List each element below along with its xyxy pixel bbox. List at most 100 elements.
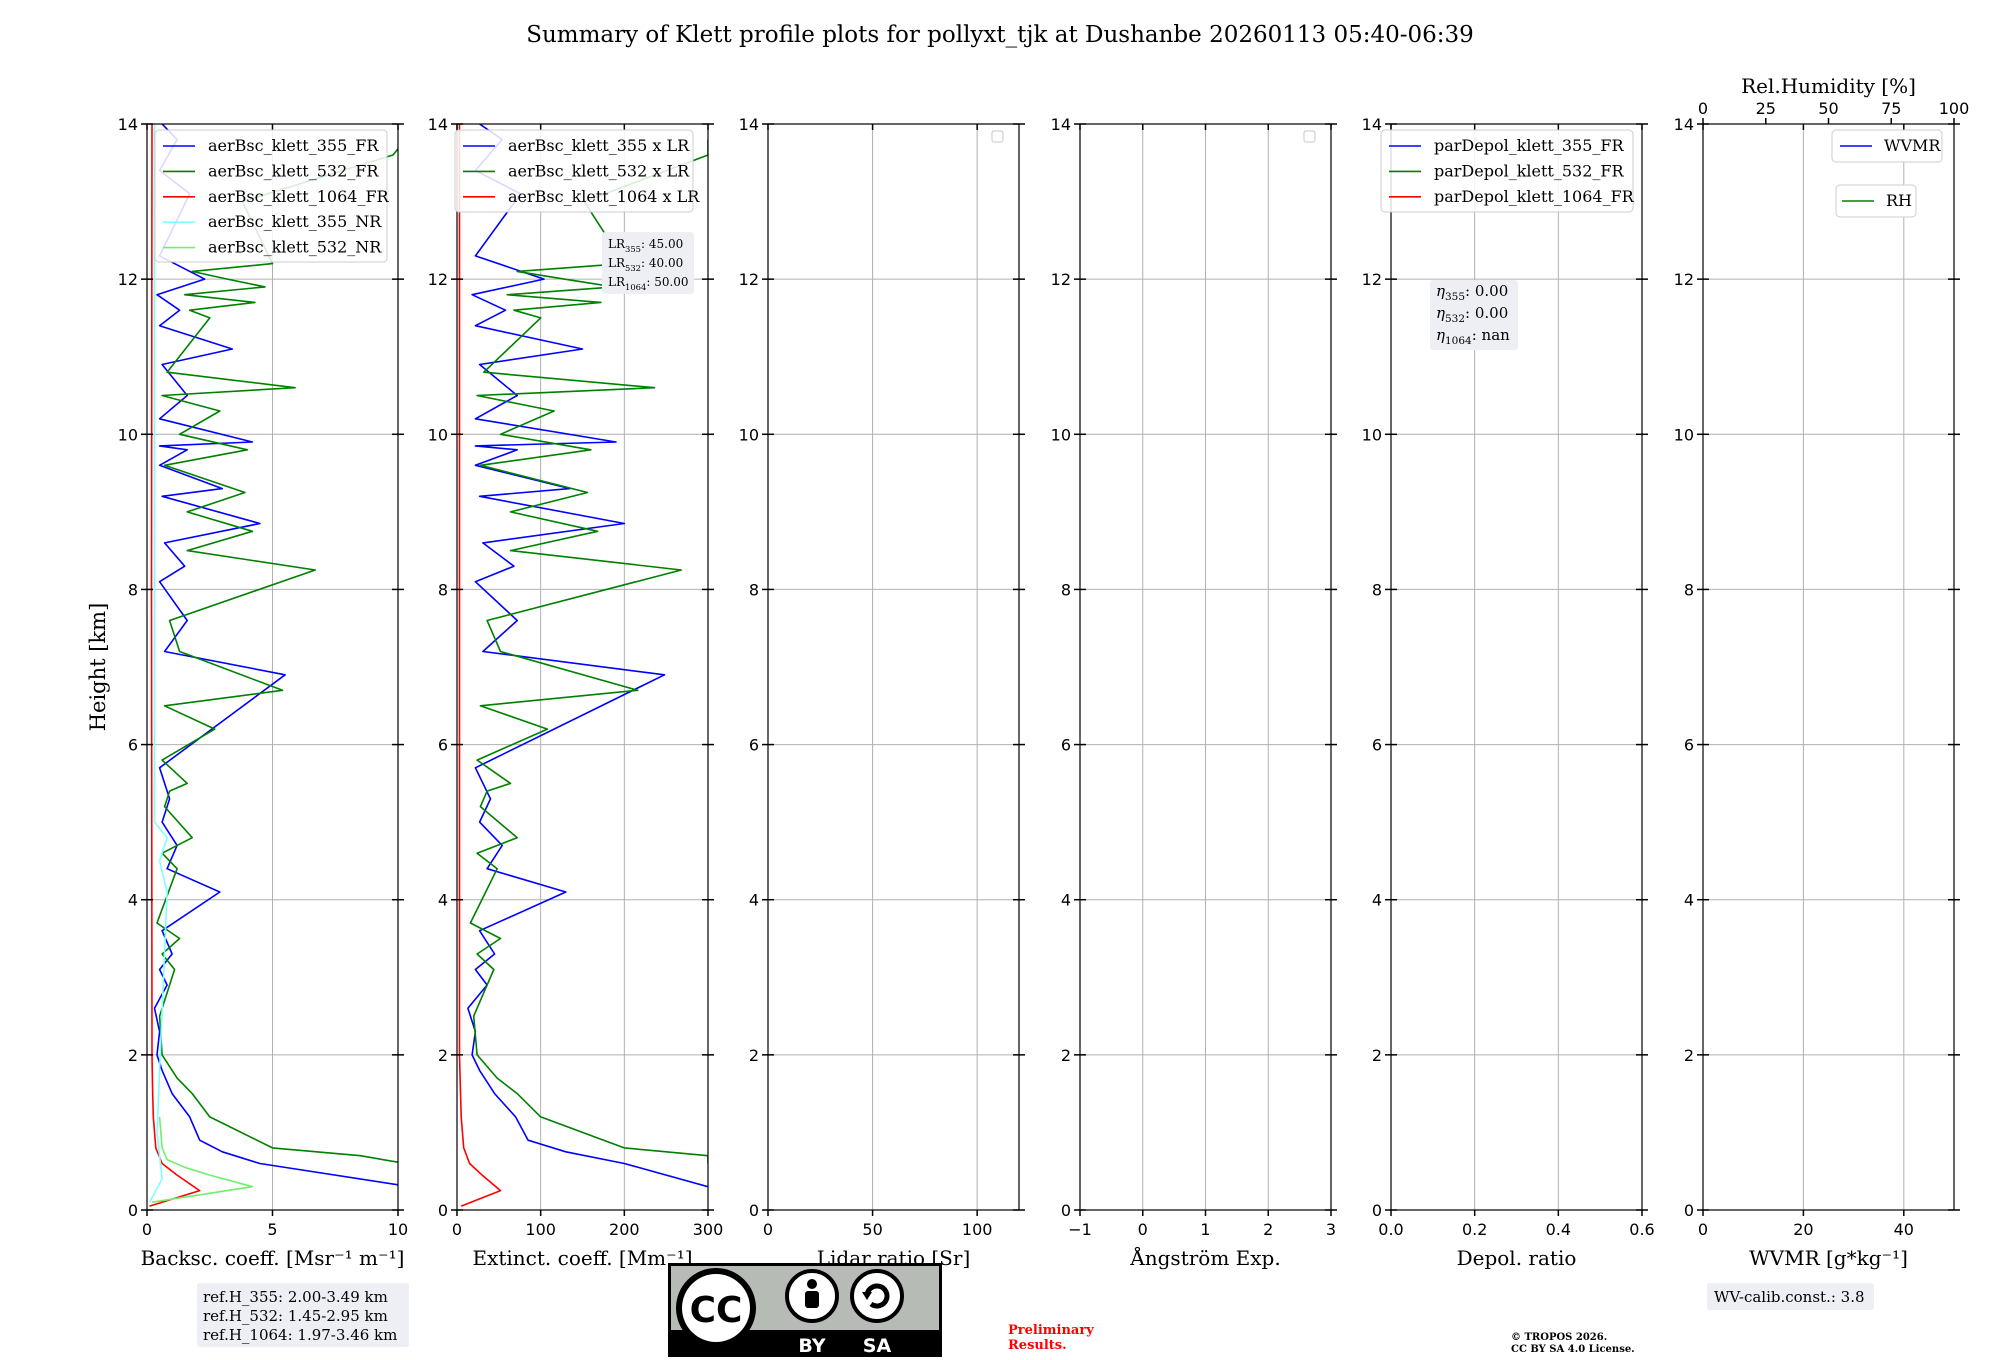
share-alike-arrowhead-icon bbox=[862, 1292, 872, 1300]
y-tick-label: 12 bbox=[428, 270, 448, 289]
legend-label: aerBsc_klett_532_FR bbox=[208, 161, 379, 180]
top-x-tick-label: 50 bbox=[1818, 99, 1838, 118]
x-axis-label: Backsc. coeff. [Msr⁻¹ m⁻¹] bbox=[141, 1246, 405, 1270]
wv-calib-background bbox=[1707, 1283, 1874, 1310]
annotation-line: LR1064: 50.00 bbox=[608, 275, 689, 292]
legend-box-wvmr bbox=[1831, 129, 1943, 163]
axes-frame bbox=[767, 123, 1020, 1211]
y-tick-label: 12 bbox=[118, 270, 138, 289]
y-tick-label: 4 bbox=[128, 891, 138, 910]
y-tick-label: 2 bbox=[438, 1046, 448, 1065]
y-tick-label: 10 bbox=[1362, 425, 1382, 444]
x-tick-label: 0.4 bbox=[1546, 1220, 1571, 1239]
top-x-tick-label: 25 bbox=[1756, 99, 1776, 118]
y-tick-label: 2 bbox=[1372, 1046, 1382, 1065]
y-tick-label: 14 bbox=[739, 115, 759, 134]
figure-title: Summary of Klett profile plots for polly… bbox=[526, 22, 1474, 48]
x-tick-label: 0 bbox=[452, 1220, 462, 1239]
y-tick-label: 0 bbox=[438, 1201, 448, 1220]
axes-frame bbox=[1702, 123, 1955, 1211]
y-tick-label: 0 bbox=[1684, 1201, 1694, 1220]
license-sa-text: SA bbox=[863, 1335, 892, 1357]
y-tick-label: 8 bbox=[1684, 580, 1694, 599]
x-tick-label: 0.6 bbox=[1629, 1220, 1654, 1239]
wv-calib-constant: WV-calib.const.: 3.8 bbox=[1714, 1288, 1865, 1306]
annotation-line: η532: 0.00 bbox=[1436, 304, 1508, 325]
wv-calib-box: WV-calib.const.: 3.8 bbox=[1707, 1283, 1874, 1310]
y-tick-label: 8 bbox=[128, 580, 138, 599]
annotation-line: η355: 0.00 bbox=[1436, 282, 1508, 303]
reference-heights-background bbox=[197, 1283, 409, 1347]
y-tick-label: 6 bbox=[1372, 736, 1382, 755]
legend-box bbox=[1380, 129, 1634, 213]
y-tick-label: 14 bbox=[1362, 115, 1382, 134]
share-alike-icon bbox=[850, 1269, 904, 1323]
y-tick-label: 0 bbox=[128, 1201, 138, 1220]
x-tick-label: 0.2 bbox=[1462, 1220, 1487, 1239]
y-tick-label: 14 bbox=[1674, 115, 1694, 134]
y-tick-label: 14 bbox=[428, 115, 448, 134]
series-line-aerBsc_klett_532_FR bbox=[156, 147, 398, 1164]
y-tick-label: 4 bbox=[1684, 891, 1694, 910]
x-axis-label: Ångström Exp. bbox=[1129, 1245, 1280, 1270]
x-tick-label: 10 bbox=[388, 1220, 408, 1239]
data-lines bbox=[458, 124, 708, 1207]
x-tick-label: 40 bbox=[1894, 1220, 1914, 1239]
preliminary-label: Preliminary bbox=[1008, 1323, 1094, 1338]
annotation-line: LR355: 45.00 bbox=[608, 237, 683, 254]
y-tick-label: 0 bbox=[1372, 1201, 1382, 1220]
top-x-tick-label: 75 bbox=[1881, 99, 1901, 118]
chart-panel-5: 0 2 4 6 8 10 12 14 0.0 0.2 0.4 0.6 Depol. ratio parDe… bbox=[1362, 115, 1655, 1270]
x-tick-label: 3 bbox=[1326, 1220, 1336, 1239]
y-tick-label: 12 bbox=[1051, 270, 1071, 289]
x-tick-label: 50 bbox=[862, 1220, 882, 1239]
series-line-aerBsc_klett_355_FR bbox=[153, 124, 398, 1186]
x-tick-label: 0 bbox=[763, 1220, 773, 1239]
empty-legend-icon bbox=[1303, 130, 1316, 143]
x-tick-label: 2 bbox=[1263, 1220, 1273, 1239]
y-tick-label: 8 bbox=[1372, 580, 1382, 599]
y-tick-label: 6 bbox=[1684, 736, 1694, 755]
y-tick-label: 0 bbox=[1061, 1201, 1071, 1220]
top-x-axis-label: Rel.Humidity [%] bbox=[1741, 74, 1916, 98]
ref-height-532: ref.H_532: 1.45-2.95 km bbox=[203, 1307, 388, 1325]
y-tick-label: 4 bbox=[438, 891, 448, 910]
attribution-head-icon bbox=[807, 1279, 817, 1289]
legend-label: aerBsc_klett_1064 x LR bbox=[508, 187, 700, 206]
x-tick-label: 200 bbox=[609, 1220, 640, 1239]
x-tick-label: 1 bbox=[1200, 1220, 1210, 1239]
legend-label: aerBsc_klett_355_FR bbox=[208, 136, 379, 155]
x-tick-label: 100 bbox=[962, 1220, 993, 1239]
x-tick-label: −1 bbox=[1068, 1220, 1092, 1239]
y-tick-label: 4 bbox=[1061, 891, 1071, 910]
legend-label: aerBsc_klett_532_NR bbox=[208, 238, 382, 257]
top-x-tick-label: 100 bbox=[1939, 99, 1970, 118]
ref-height-355: ref.H_355: 2.00-3.49 km bbox=[203, 1288, 388, 1306]
y-tick-label: 8 bbox=[749, 580, 759, 599]
chart-panel-1: 0 2 4 6 8 10 12 14 0 5 10 Backsc. coeff. [Msr⁻¹ m⁻¹… bbox=[86, 115, 408, 1270]
cc-mark-text: CC bbox=[690, 1290, 743, 1331]
x-axis-label: Depol. ratio bbox=[1457, 1246, 1577, 1270]
legend-label: aerBsc_klett_1064_FR bbox=[208, 187, 390, 206]
y-tick-label: 6 bbox=[1061, 736, 1071, 755]
ref-height-1064: ref.H_1064: 1.97-3.46 km bbox=[203, 1326, 397, 1344]
y-tick-label: 2 bbox=[1061, 1046, 1071, 1065]
y-tick-label: 10 bbox=[428, 425, 448, 444]
y-tick-label: 12 bbox=[1362, 270, 1382, 289]
license-by-text: BY bbox=[798, 1335, 825, 1357]
annotation-line: LR532: 40.00 bbox=[608, 256, 683, 273]
legend-label: aerBsc_klett_355 x LR bbox=[508, 136, 690, 155]
series-line-aerBsc_klett_355_NR bbox=[148, 124, 168, 1203]
share-alike-arrow-icon bbox=[864, 1283, 890, 1309]
legend-box bbox=[454, 129, 694, 213]
y-tick-label: 10 bbox=[1051, 425, 1071, 444]
y-tick-label: 12 bbox=[1674, 270, 1694, 289]
legend-label-wvmr: WVMR bbox=[1884, 136, 1941, 155]
series-line-aerBsc_klett_532 x LR bbox=[469, 139, 708, 1164]
reference-heights-box: ref.H_355: 2.00-3.49 km ref.H_532: 1.45-… bbox=[197, 1283, 409, 1347]
series-line-aerBsc_klett_1064 x LR bbox=[458, 124, 502, 1207]
